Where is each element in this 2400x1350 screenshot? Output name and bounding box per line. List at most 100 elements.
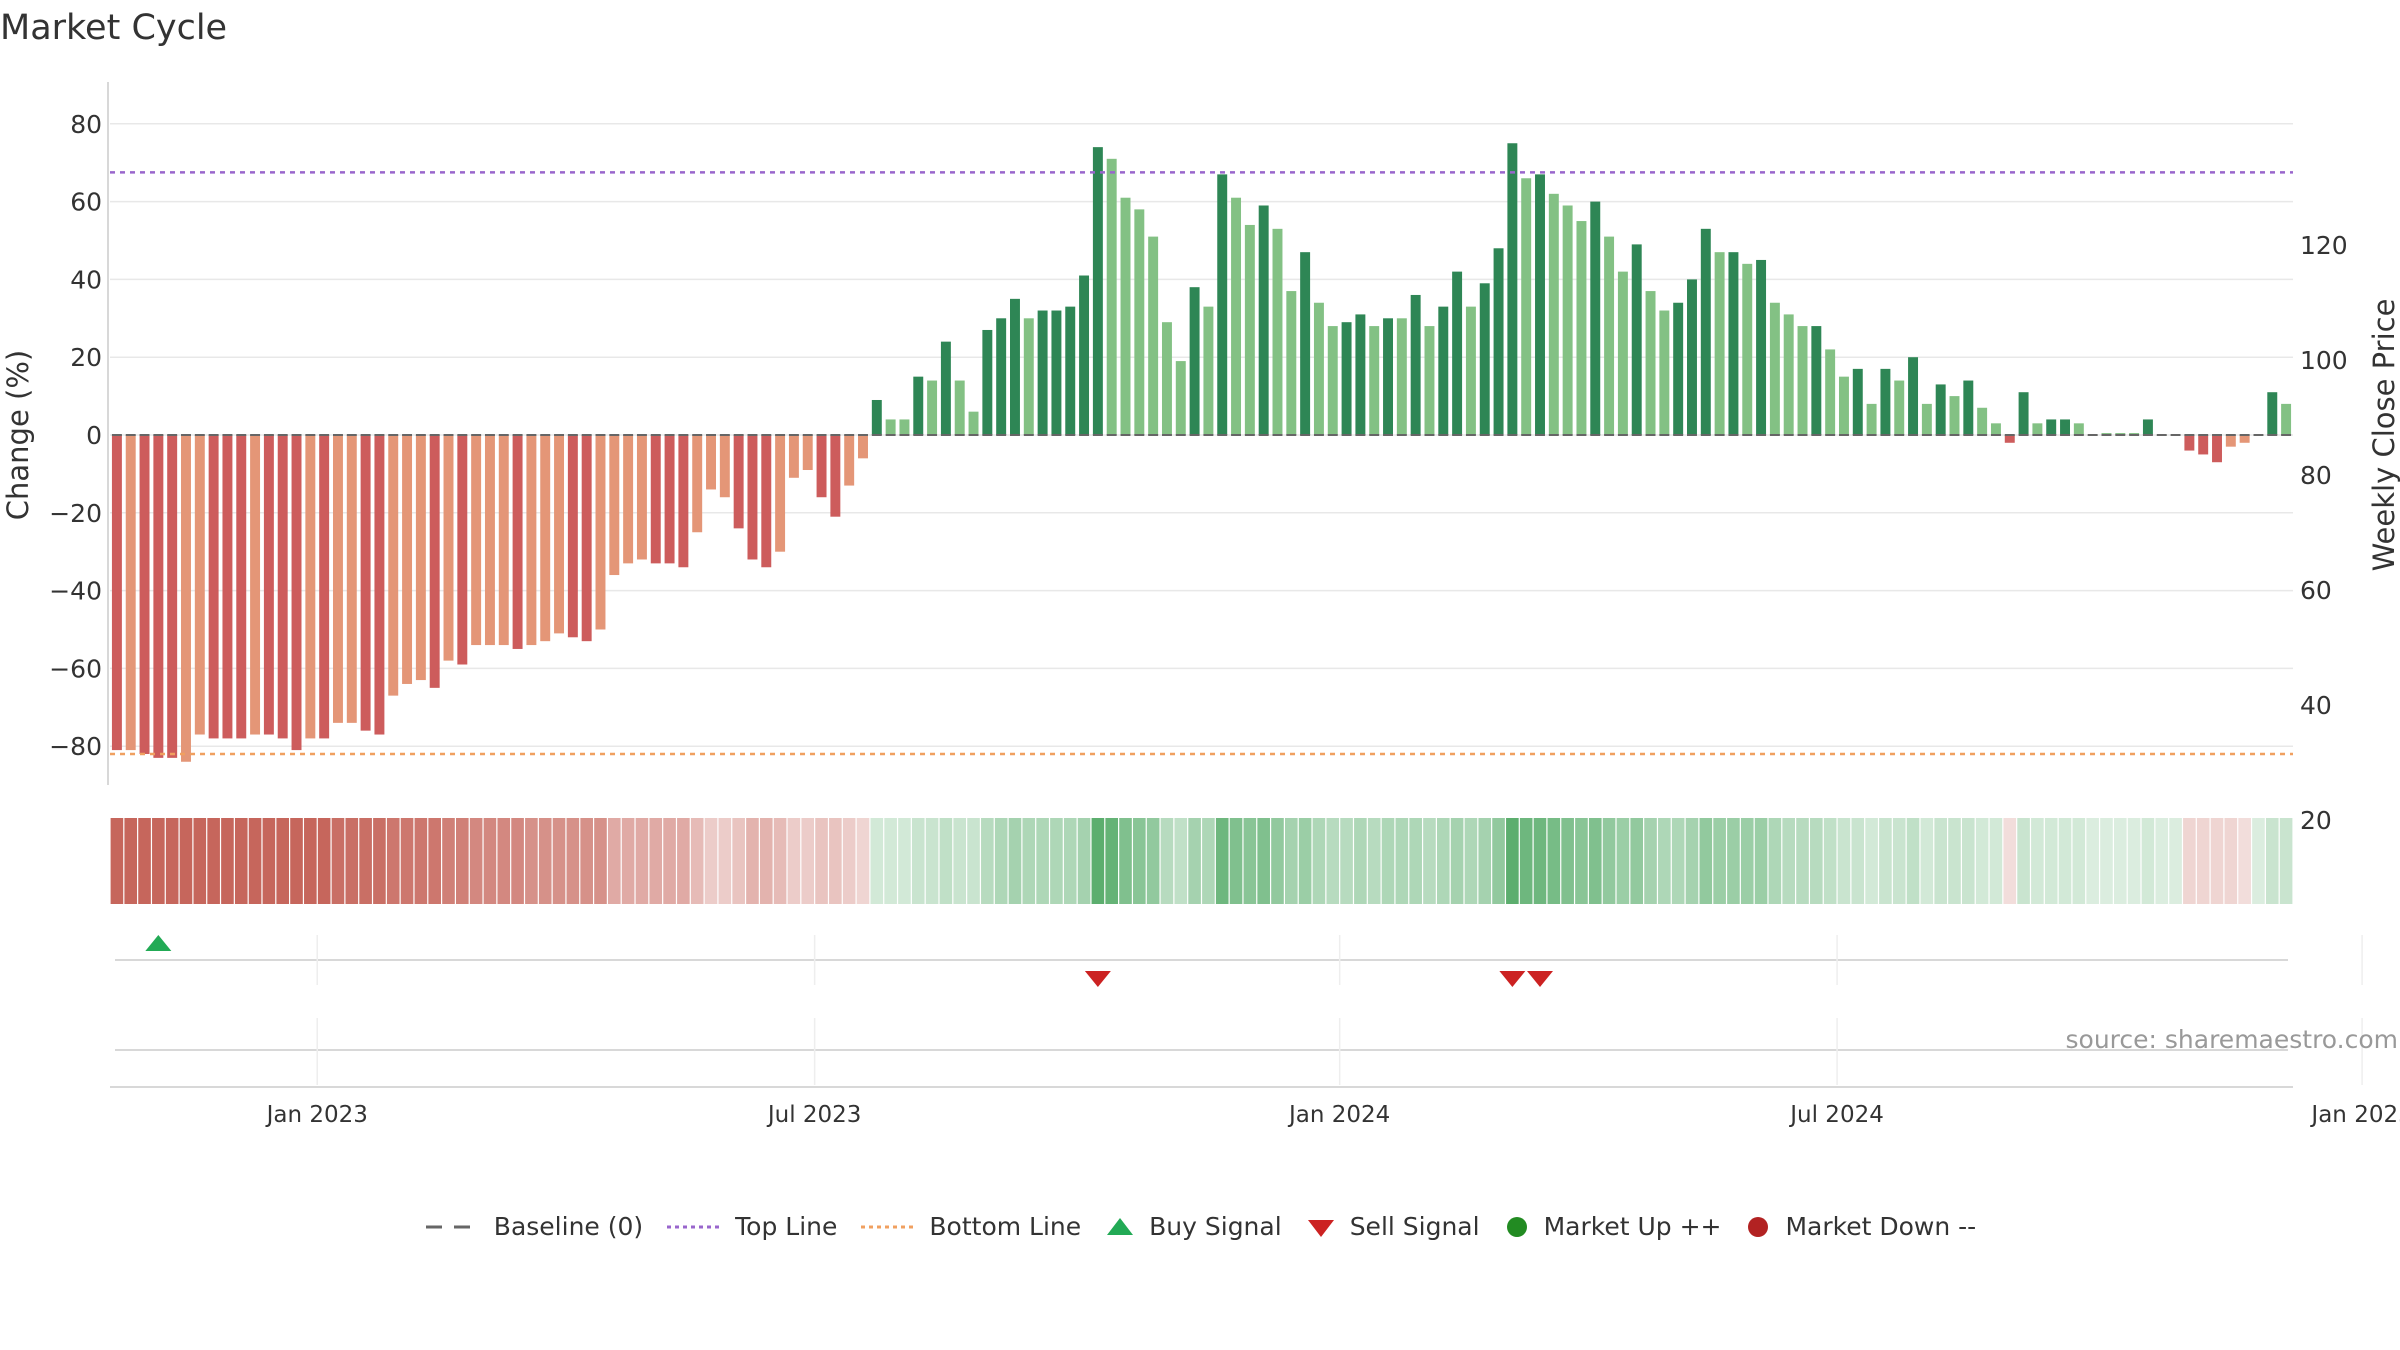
legend-baseline-label: Baseline (0) bbox=[493, 1212, 644, 1241]
bar bbox=[1396, 318, 1407, 435]
heat-cell bbox=[2100, 818, 2113, 904]
heat-cell bbox=[483, 818, 497, 904]
bar bbox=[1548, 193, 1559, 435]
bar bbox=[1659, 310, 1670, 435]
heat-cell bbox=[1202, 818, 1215, 904]
bar bbox=[1977, 407, 1988, 435]
heat-strip bbox=[110, 818, 2293, 904]
bar bbox=[1562, 205, 1573, 435]
bar bbox=[1424, 326, 1435, 435]
heat-cell bbox=[842, 818, 856, 904]
bar bbox=[871, 399, 882, 435]
bar bbox=[747, 435, 758, 560]
heat-cell bbox=[2252, 818, 2265, 904]
bar bbox=[250, 435, 261, 735]
bar bbox=[1521, 178, 1532, 435]
heat-cell bbox=[1575, 818, 1588, 904]
bar bbox=[222, 435, 233, 739]
bar bbox=[664, 435, 675, 564]
x-tick-label: Jan 2024 bbox=[1287, 1102, 1390, 1128]
heat-cell bbox=[552, 818, 566, 904]
heat-cell bbox=[525, 818, 538, 904]
market-down-dot-icon bbox=[1748, 1216, 1769, 1237]
legend-market-down[interactable]: Market Down -- bbox=[1743, 1212, 1976, 1241]
bar bbox=[1921, 403, 1932, 435]
bar bbox=[1673, 302, 1684, 435]
bar bbox=[332, 435, 343, 723]
bar bbox=[1507, 143, 1518, 435]
heat-cell bbox=[2155, 818, 2169, 904]
heat-cell bbox=[1423, 818, 1436, 904]
bar bbox=[581, 435, 592, 642]
chart-title: Market Cycle bbox=[0, 8, 228, 48]
heat-cell bbox=[718, 818, 732, 904]
heat-cell bbox=[649, 818, 663, 904]
bar bbox=[2239, 435, 2250, 443]
y2-tick-label: 40 bbox=[2300, 691, 2332, 720]
heat-cell bbox=[1823, 818, 1837, 904]
heat-cell bbox=[967, 818, 980, 904]
heat-cell bbox=[221, 818, 234, 904]
heat-cell bbox=[1754, 818, 1768, 904]
legend-bottom-line[interactable]: Bottom Line bbox=[859, 1212, 1081, 1241]
heat-cell bbox=[1464, 818, 1478, 904]
bar bbox=[761, 435, 772, 568]
bar bbox=[1604, 236, 1615, 435]
heat-cell bbox=[1036, 818, 1049, 904]
bar bbox=[636, 435, 647, 560]
x-tick-label: Jul 2023 bbox=[766, 1102, 862, 1128]
heat-cell bbox=[1630, 818, 1644, 904]
bar bbox=[554, 435, 565, 634]
heat-cell bbox=[124, 818, 138, 904]
axes: 80 60 40 20 0 −20 −40 −60 −80 120 100 80 60 40 20 bbox=[49, 82, 2348, 835]
heat-cell bbox=[2265, 818, 2279, 904]
legend-sell[interactable]: Sell Signal bbox=[1304, 1212, 1480, 1241]
bar bbox=[2060, 419, 2071, 435]
heat-cell bbox=[1906, 818, 1920, 904]
x-tick-label: Jan 2023 bbox=[265, 1102, 368, 1128]
heat-cell bbox=[207, 818, 220, 904]
heat-cell bbox=[1340, 818, 1353, 904]
bar bbox=[692, 435, 703, 533]
heat-cell bbox=[2224, 818, 2238, 904]
sell-signal-marker bbox=[1499, 971, 1526, 987]
bar bbox=[733, 435, 744, 529]
heat-cell bbox=[1354, 818, 1367, 904]
legend-buy-label: Buy Signal bbox=[1149, 1212, 1282, 1241]
heat-cell bbox=[1920, 818, 1934, 904]
heat-cell bbox=[1740, 818, 1754, 904]
bar bbox=[1300, 252, 1311, 435]
bar bbox=[899, 419, 910, 435]
heat-cell bbox=[1837, 818, 1851, 904]
legend-buy[interactable]: Buy Signal bbox=[1103, 1212, 1282, 1241]
heat-cell bbox=[165, 818, 179, 904]
heat-cell bbox=[746, 818, 759, 904]
bar bbox=[609, 435, 620, 576]
heat-cell bbox=[1478, 818, 1492, 904]
heat-cell bbox=[1671, 818, 1685, 904]
heat-cell bbox=[663, 818, 676, 904]
bar bbox=[1908, 357, 1919, 435]
bar bbox=[1576, 221, 1587, 435]
legend-market-up[interactable]: Market Up ++ bbox=[1502, 1212, 1721, 1241]
heat-cell bbox=[538, 818, 552, 904]
heat-cell bbox=[1879, 818, 1892, 904]
bar bbox=[194, 435, 205, 735]
bar bbox=[1852, 368, 1863, 435]
bar bbox=[1465, 306, 1476, 435]
sell-signal-marker bbox=[1527, 971, 1554, 987]
legend-baseline[interactable]: Baseline (0) bbox=[424, 1212, 643, 1241]
heat-cell bbox=[1063, 818, 1077, 904]
heat-cell bbox=[1713, 818, 1726, 904]
bar bbox=[139, 435, 150, 754]
heat-cell bbox=[829, 818, 842, 904]
heat-cell bbox=[2031, 818, 2044, 904]
bar bbox=[1797, 326, 1808, 435]
bar bbox=[167, 435, 178, 758]
heat-cell bbox=[1091, 818, 1105, 904]
legend-top-line[interactable]: Top Line bbox=[665, 1212, 837, 1241]
heat-cell bbox=[1561, 818, 1574, 904]
heat-cell bbox=[635, 818, 649, 904]
heat-cell bbox=[2017, 818, 2030, 904]
heat-cell bbox=[566, 818, 580, 904]
